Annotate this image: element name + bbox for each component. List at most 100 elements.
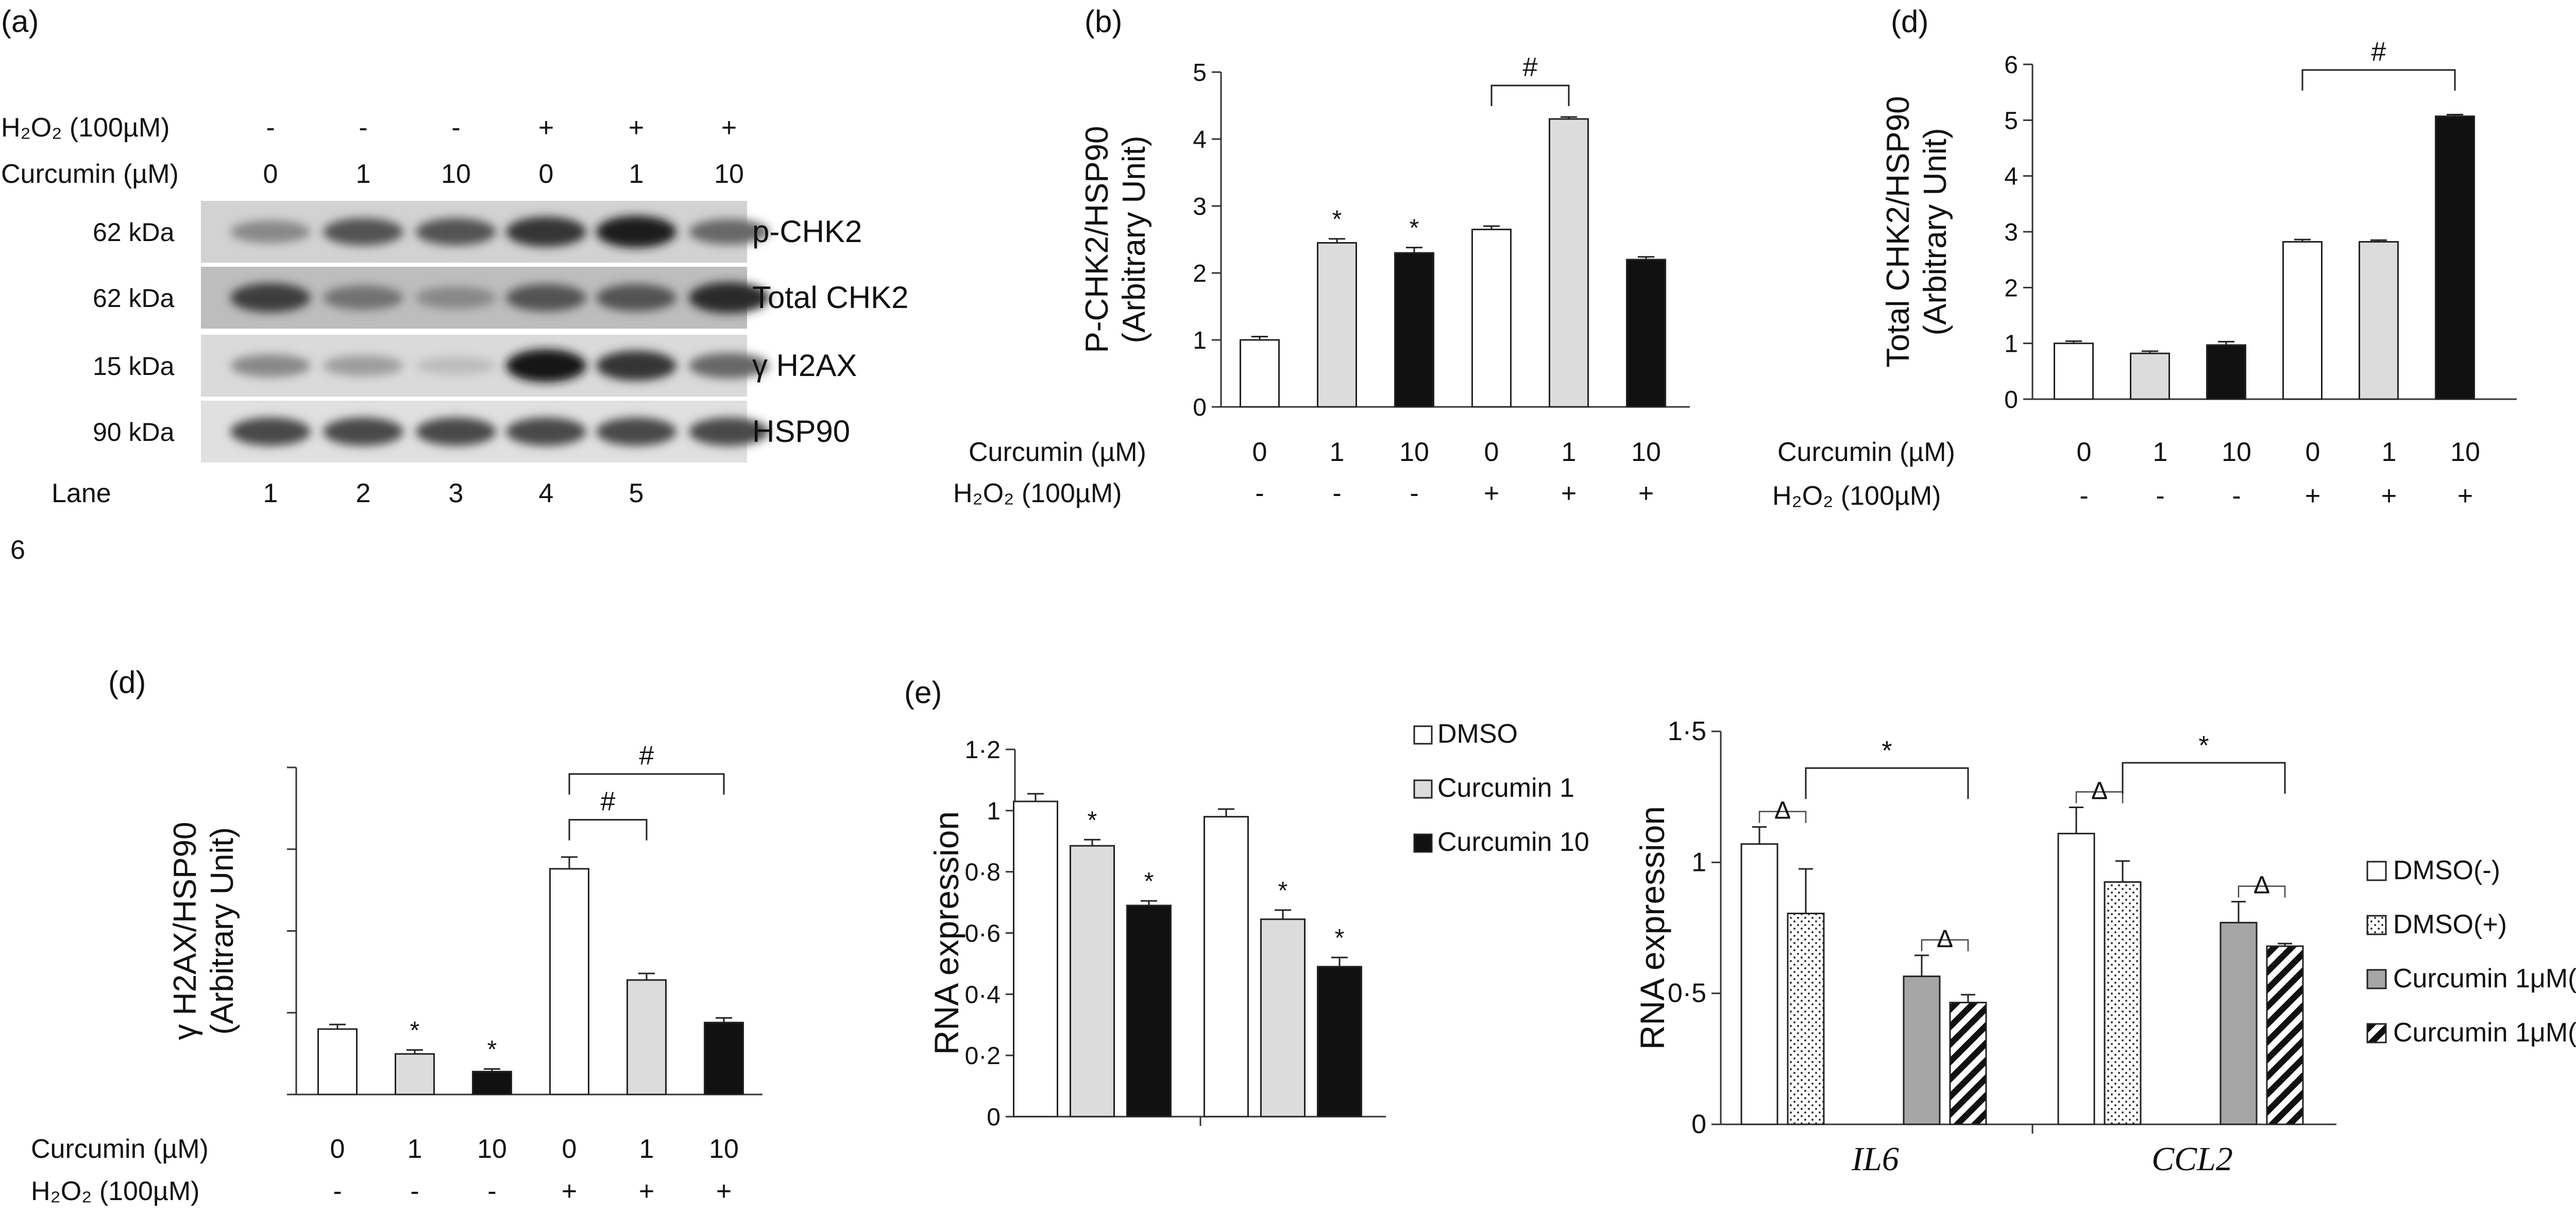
significance-star: *: [410, 1017, 420, 1045]
lane-numbers: 1 2 3 4 5: [263, 478, 644, 508]
row-value: +: [1561, 478, 1577, 508]
treatment-value: -: [266, 113, 275, 143]
row-value: 0: [562, 1134, 577, 1164]
bar: [1949, 1001, 1987, 1125]
y-tick-label: 0·8: [965, 859, 1001, 886]
significance-star: *: [1278, 877, 1288, 904]
treatment-value: +: [538, 113, 554, 143]
stray-label: 6: [10, 535, 25, 565]
significance-star: *: [1144, 868, 1154, 895]
row-value: +: [1638, 478, 1654, 508]
significance-bracket: [1805, 767, 1969, 799]
bar: [1240, 339, 1280, 408]
y-tick-label: 1: [1193, 327, 1207, 354]
blot-band: [230, 354, 311, 378]
row-value: 10: [1631, 437, 1661, 467]
row-value: -: [333, 1176, 342, 1206]
y-tick-label: 0·4: [965, 981, 1001, 1008]
row-label-h2o2: H₂O₂ (100µM): [1772, 481, 1941, 511]
y-tick-label: 5: [1193, 59, 1207, 87]
blot-band: [416, 356, 496, 375]
blot-band: [416, 218, 496, 246]
blot-band: [506, 284, 586, 312]
legend-swatch: [2366, 915, 2387, 935]
treatment-value: 0: [263, 159, 278, 189]
legend-swatch: [2366, 861, 2387, 881]
bar: [626, 979, 667, 1096]
y-tick-label: 4: [1193, 126, 1207, 153]
y-tick-label: 3: [1193, 193, 1207, 220]
row-value: 0: [1484, 437, 1499, 467]
legend-label: DMSO(+): [2393, 910, 2507, 939]
blot-band: [416, 417, 496, 446]
y-tick-label: 0·6: [965, 920, 1001, 948]
bar: [1013, 800, 1058, 1118]
chart-b: 0 1 2 3 4 5 P-CHK2/HSP90 (Arbitrary Unit) * * # Cur…: [953, 53, 1690, 508]
bar: [1394, 252, 1434, 408]
bar: [2359, 241, 2399, 400]
y-tick-label: 2: [2004, 275, 2018, 302]
bar: [2104, 881, 2142, 1125]
blot-treatment-rows: H₂O₂ (100µM) - - - + + + Curcumin (µM) 0 1 10 0 1 10: [1, 113, 744, 189]
bar: [1626, 259, 1666, 408]
y-axis-label: γ H2AX/HSP90: [167, 822, 203, 1040]
y-axis-label: P-CHK2/HSP90: [1079, 126, 1115, 353]
row-label-h2o2: H₂O₂ (100µM): [31, 1176, 200, 1206]
blot-band: [506, 417, 586, 446]
bracket: [568, 773, 725, 795]
row-value: -: [487, 1176, 496, 1206]
bracket-label: #: [2371, 37, 2386, 67]
y-tick-label: 0: [1193, 394, 1207, 421]
row-value: -: [1332, 478, 1341, 508]
bar: [549, 868, 589, 1096]
significance-bracket: [2122, 762, 2286, 794]
treatment-value: 0: [539, 159, 554, 189]
row-value: -: [2079, 481, 2088, 511]
blot-band: [323, 285, 403, 310]
row-value: +: [2305, 481, 2320, 511]
row-value: 1: [1562, 437, 1577, 467]
row-value: -: [1255, 478, 1264, 508]
bar: [2282, 241, 2323, 400]
significance-star: *: [1882, 736, 1892, 766]
row-value: 0: [330, 1134, 345, 1164]
category-label: IL6: [1851, 1140, 1899, 1178]
significance-star: *: [2198, 731, 2209, 761]
kda-label: 90 kDa: [93, 418, 175, 447]
row-value: -: [2156, 481, 2164, 511]
bar: [2219, 921, 2258, 1125]
y-axis-label-2: (Arbitrary Unit): [205, 827, 240, 1035]
protein-label: p-CHK2: [752, 214, 862, 249]
bracket-label: #: [601, 787, 616, 817]
lane-number: 4: [539, 478, 554, 508]
significance-star: *: [1332, 206, 1342, 233]
treatment-value: 1: [356, 159, 371, 189]
blot-band: [689, 353, 769, 379]
lane-label: Lane: [52, 478, 111, 508]
legend-swatch: [2366, 1023, 2387, 1043]
chart-total-chk2: 0 1 2 3 4 5 6 Total CHK2/HSP90 (Arbitrary Unit) #…: [1772, 37, 2517, 511]
y-tick-label: 4: [2004, 163, 2018, 191]
bar: [1903, 976, 1941, 1125]
treatment-row-label: H₂O₂ (100µM): [1, 113, 170, 143]
row-value: 0: [2306, 437, 2320, 467]
panel-label-d-bottom: (d): [108, 665, 146, 699]
bar: [704, 1021, 744, 1096]
delta-bracket: [1921, 939, 1969, 951]
protein-label: Total CHK2: [752, 280, 908, 315]
row-value: -: [2232, 481, 2241, 511]
protein-label: HSP90: [752, 414, 850, 449]
blot-band: [689, 417, 769, 446]
category-label: CCL2: [2151, 1140, 2233, 1178]
panel-label-a: (a): [1, 4, 39, 39]
y-tick-label: 1: [2004, 331, 2018, 358]
panel-label-e: (e): [904, 675, 942, 710]
y-tick-label: 3: [2004, 219, 2018, 246]
row-value: +: [716, 1176, 732, 1206]
bar: [1204, 816, 1249, 1118]
blot-band: [596, 350, 676, 381]
row-value: 1: [2153, 437, 2168, 467]
significance-star: *: [487, 1036, 497, 1063]
significance-star: *: [1410, 215, 1419, 242]
y-axis-label: Total CHK2/HSP90: [1880, 96, 1916, 367]
